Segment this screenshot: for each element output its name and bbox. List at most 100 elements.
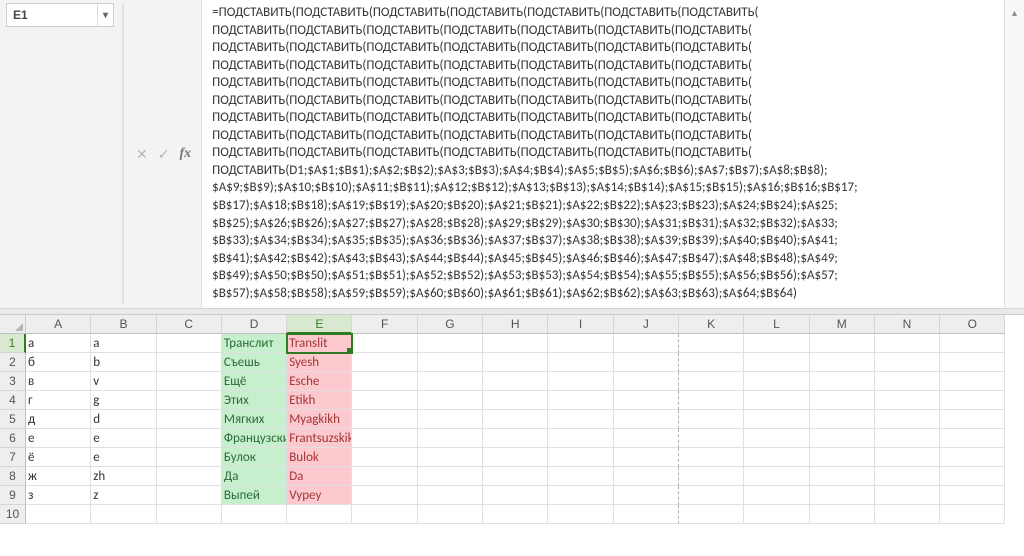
cell[interactable] [548,391,613,410]
cell[interactable]: b [91,353,156,372]
formula-input[interactable]: =ПОДСТАВИТЬ(ПОДСТАВИТЬ(ПОДСТАВИТЬ(ПОДСТА… [201,0,1004,308]
cell[interactable] [875,429,940,448]
cell[interactable] [352,334,417,353]
cell[interactable] [744,372,809,391]
insert-function-icon[interactable]: fx [179,146,191,162]
cell[interactable] [614,410,679,429]
cell[interactable] [157,467,222,486]
cell[interactable] [810,467,875,486]
cell[interactable] [418,448,483,467]
cell[interactable] [483,505,548,524]
cell[interactable]: ж [26,467,91,486]
cell[interactable] [875,486,940,505]
row-header[interactable]: 9 [0,486,26,505]
cell[interactable] [548,334,613,353]
cell[interactable] [940,505,1005,524]
cell[interactable] [157,334,222,353]
cell[interactable] [875,467,940,486]
cell[interactable] [483,334,548,353]
column-header[interactable]: E [287,315,352,334]
cell[interactable]: г [26,391,91,410]
cell[interactable]: Транслит [222,334,287,353]
cell[interactable]: zh [91,467,156,486]
cell[interactable] [810,505,875,524]
cell[interactable] [940,334,1005,353]
column-header[interactable]: L [744,315,809,334]
cell[interactable] [157,372,222,391]
cell[interactable]: Translit [287,334,352,353]
cell[interactable]: g [91,391,156,410]
column-header[interactable]: G [418,315,483,334]
cell[interactable] [810,372,875,391]
cell[interactable] [157,391,222,410]
cell[interactable] [418,410,483,429]
cell[interactable]: Da [287,467,352,486]
column-header[interactable]: D [222,315,287,334]
cell[interactable] [418,467,483,486]
cell[interactable]: z [91,486,156,505]
cell[interactable] [614,486,679,505]
cancel-icon[interactable]: ✕ [136,146,148,163]
cell[interactable] [679,486,744,505]
cell[interactable] [352,467,417,486]
cell[interactable] [614,372,679,391]
row-header[interactable]: 1 [0,334,26,353]
cell[interactable] [352,429,417,448]
column-header[interactable]: I [548,315,613,334]
cell[interactable] [418,353,483,372]
cell[interactable] [744,505,809,524]
name-box[interactable]: E1 ▾ [6,3,114,27]
cell[interactable]: Этих [222,391,287,410]
cell[interactable]: Syesh [287,353,352,372]
cell[interactable] [548,486,613,505]
cell[interactable] [614,448,679,467]
cell[interactable] [157,410,222,429]
cell[interactable] [679,353,744,372]
column-header[interactable]: O [940,315,1005,334]
cell[interactable]: Булок [222,448,287,467]
column-header[interactable]: K [679,315,744,334]
cell[interactable]: d [91,410,156,429]
cell[interactable]: Myagkikh [287,410,352,429]
cell[interactable]: з [26,486,91,505]
cell[interactable]: e [91,448,156,467]
column-header[interactable]: H [483,315,548,334]
cell[interactable] [940,391,1005,410]
cell[interactable] [418,391,483,410]
name-box-dropdown-icon[interactable]: ▾ [97,4,113,26]
cell[interactable] [679,467,744,486]
column-header[interactable]: N [875,315,940,334]
cell[interactable] [352,410,417,429]
cell[interactable] [810,429,875,448]
cell[interactable]: Ещё [222,372,287,391]
cell[interactable]: Frantsuzskikh [287,429,352,448]
cell[interactable]: Мягких [222,410,287,429]
cell[interactable] [222,505,287,524]
column-header[interactable]: B [91,315,156,334]
cell[interactable] [875,505,940,524]
cell[interactable] [810,353,875,372]
cell[interactable] [548,429,613,448]
cell[interactable] [744,486,809,505]
cell[interactable] [418,505,483,524]
cell[interactable] [483,429,548,448]
cell[interactable] [810,391,875,410]
cell[interactable] [157,448,222,467]
column-header[interactable]: C [157,315,222,334]
cell[interactable] [418,334,483,353]
cell[interactable] [157,505,222,524]
cell[interactable] [614,429,679,448]
cell[interactable] [614,353,679,372]
spreadsheet-grid[interactable]: ABCDEFGHIJKLMNO1аaТранслитTranslit2бbСъе… [0,315,1024,524]
cell[interactable] [91,505,156,524]
cell[interactable] [614,467,679,486]
cell[interactable] [810,486,875,505]
row-header[interactable]: 4 [0,391,26,410]
cell[interactable] [418,486,483,505]
cell[interactable] [483,410,548,429]
cell[interactable] [157,486,222,505]
cell[interactable]: e [91,429,156,448]
row-header[interactable]: 5 [0,410,26,429]
select-all-corner[interactable] [0,315,26,334]
cell[interactable] [614,334,679,353]
